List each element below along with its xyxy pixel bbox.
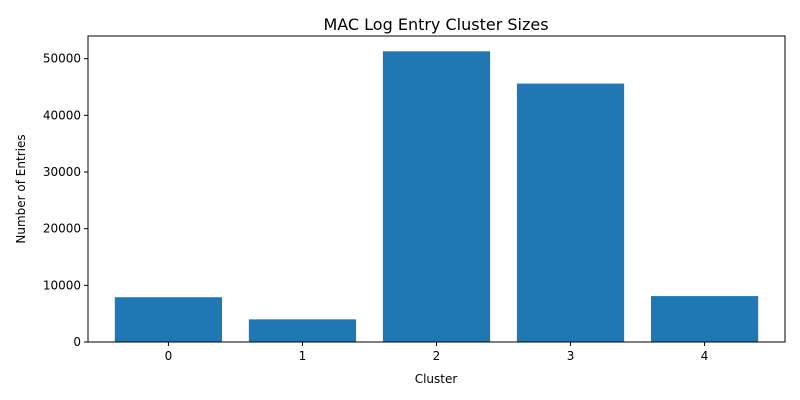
- x-axis-label: Cluster: [415, 372, 458, 386]
- y-ticks-group: 0 10000 20000 30000 40000 50000: [43, 52, 88, 349]
- x-ticks-group: 0 1 2 3 4: [165, 342, 709, 363]
- x-tick-label: 4: [701, 349, 709, 363]
- bars-group: [114, 51, 759, 343]
- bar-cluster-3: [516, 83, 625, 342]
- y-tick-label: 0: [73, 335, 81, 349]
- x-tick-label: 2: [433, 349, 441, 363]
- bar-cluster-0: [114, 297, 223, 342]
- x-tick-label: 0: [165, 349, 173, 363]
- bar-cluster-2: [382, 51, 491, 343]
- y-tick-label: 40000: [43, 108, 81, 122]
- plot-frame: [87, 35, 786, 343]
- y-tick-label: 10000: [43, 278, 81, 292]
- y-tick-label: 30000: [43, 165, 81, 179]
- y-axis-label: Number of Entries: [14, 134, 28, 243]
- x-tick-label: 1: [299, 349, 307, 363]
- y-tick-label: 50000: [43, 52, 81, 66]
- chart-title: MAC Log Entry Cluster Sizes: [323, 15, 548, 34]
- x-tick-label: 3: [567, 349, 575, 363]
- y-tick-label: 20000: [43, 222, 81, 236]
- bar-cluster-1: [248, 319, 357, 342]
- bar-cluster-4: [650, 296, 759, 342]
